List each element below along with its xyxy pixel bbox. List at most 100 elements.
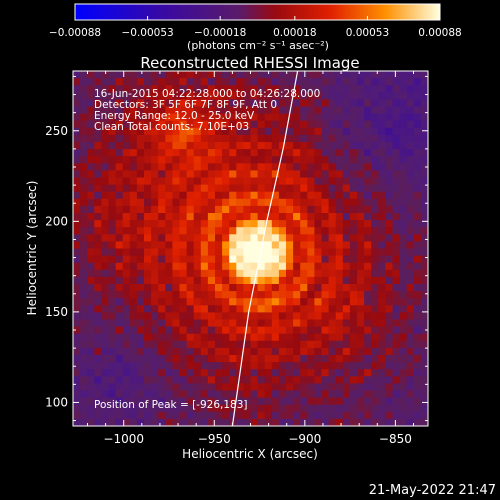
heatmap-cell [101,333,109,342]
heatmap-cell [342,134,351,143]
heatmap-cell [300,383,308,391]
heatmap-cell [193,163,202,171]
heatmap-cell [215,411,223,420]
heatmap-cell [115,78,124,86]
heatmap-cell [158,142,166,150]
heatmap-cell [193,106,202,114]
heatmap-cell [328,418,337,426]
heatmap-cell [286,255,294,264]
heatmap-cell [357,142,365,150]
heatmap-cell [357,71,365,79]
heatmap-cell [179,198,187,207]
heatmap-cell [122,319,131,327]
heatmap-cell [349,411,358,420]
heatmap-cell [357,156,365,164]
heatmap-cell [385,184,393,193]
heatmap-cell [172,85,180,93]
heatmap-cell [87,397,95,406]
heatmap-cell [406,383,415,391]
heatmap-cell [420,92,428,100]
heatmap-cell [94,205,102,214]
heatmap-cell [420,383,428,391]
heatmap-cell [314,142,322,150]
heatmap-cell [278,113,287,122]
heatmap-cell [94,262,102,271]
heatmap-cell [158,241,166,249]
heatmap-cell [300,284,308,292]
heatmap-cell [158,234,166,242]
heatmap-cell [335,284,344,292]
heatmap-cell [115,376,124,384]
heatmap-cell [115,149,124,157]
heatmap-cell [115,326,124,335]
heatmap-cell [264,255,273,264]
heatmap-cell [321,177,329,185]
heatmap-cell [314,156,322,164]
heatmap-cell [399,298,408,306]
heatmap-cell [293,262,301,271]
heatmap-cell [115,191,124,200]
heatmap-cell [392,390,400,398]
heatmap-cell [342,149,351,157]
heatmap-cell [243,106,251,114]
heatmap-cell [293,227,301,235]
heatmap-cell [179,85,187,93]
heatmap-cell [200,298,209,306]
heatmap-cell [243,78,251,86]
heatmap-cell [300,262,308,271]
heatmap-cell [236,355,244,363]
heatmap-cell [413,397,422,406]
heatmap-cell [328,163,337,171]
heatmap-cell [385,220,393,228]
heatmap-cell [94,184,102,193]
heatmap-cell [392,92,400,100]
heatmap-cell [136,234,145,242]
heatmap-cell [144,305,152,313]
heatmap-cell [271,241,280,249]
heatmap-cell [286,312,294,320]
heatmap-cell [399,134,408,143]
heatmap-cell [136,163,145,171]
heatmap-cell [94,397,102,406]
heatmap-cell [286,298,294,306]
heatmap-cell [286,319,294,327]
heatmap-cell [300,340,308,349]
heatmap-cell [257,383,266,391]
heatmap-cell [300,369,308,377]
heatmap-cell [165,397,173,406]
heatmap-cell [122,234,131,242]
heatmap-cell [222,213,230,221]
heatmap-cell [229,198,237,207]
heatmap-cell [165,404,173,413]
heatmap-cell [399,220,408,228]
heatmap-cell [349,220,358,228]
heatmap-cell [87,156,95,164]
heatmap-cell [378,177,386,185]
heatmap-cell [101,198,109,207]
heatmap-cell [165,298,173,306]
heatmap-cell [158,177,166,185]
heatmap-cell [207,213,216,221]
heatmap-cell [328,149,337,157]
heatmap-cell [243,355,251,363]
heatmap-cell [328,376,337,384]
heatmap-cell [271,418,280,426]
heatmap-cell [80,276,88,285]
heatmap-cell [151,255,159,264]
heatmap-cell [278,248,287,256]
heatmap-cell [165,411,173,420]
heatmap-cell [165,248,173,256]
heatmap-cell [406,269,415,278]
heatmap-cell [278,198,287,207]
heatmap-cell [186,291,195,299]
heatmap-cell [342,284,351,292]
heatmap-cell [108,71,116,79]
heatmap-cell [364,198,372,207]
heatmap-cell [87,205,95,214]
heatmap-cell [165,71,173,79]
heatmap-cell [264,149,273,157]
heatmap-cell [300,99,308,107]
heatmap-cell [349,191,358,200]
heatmap-cell [94,284,102,292]
heatmap-cell [229,120,237,129]
